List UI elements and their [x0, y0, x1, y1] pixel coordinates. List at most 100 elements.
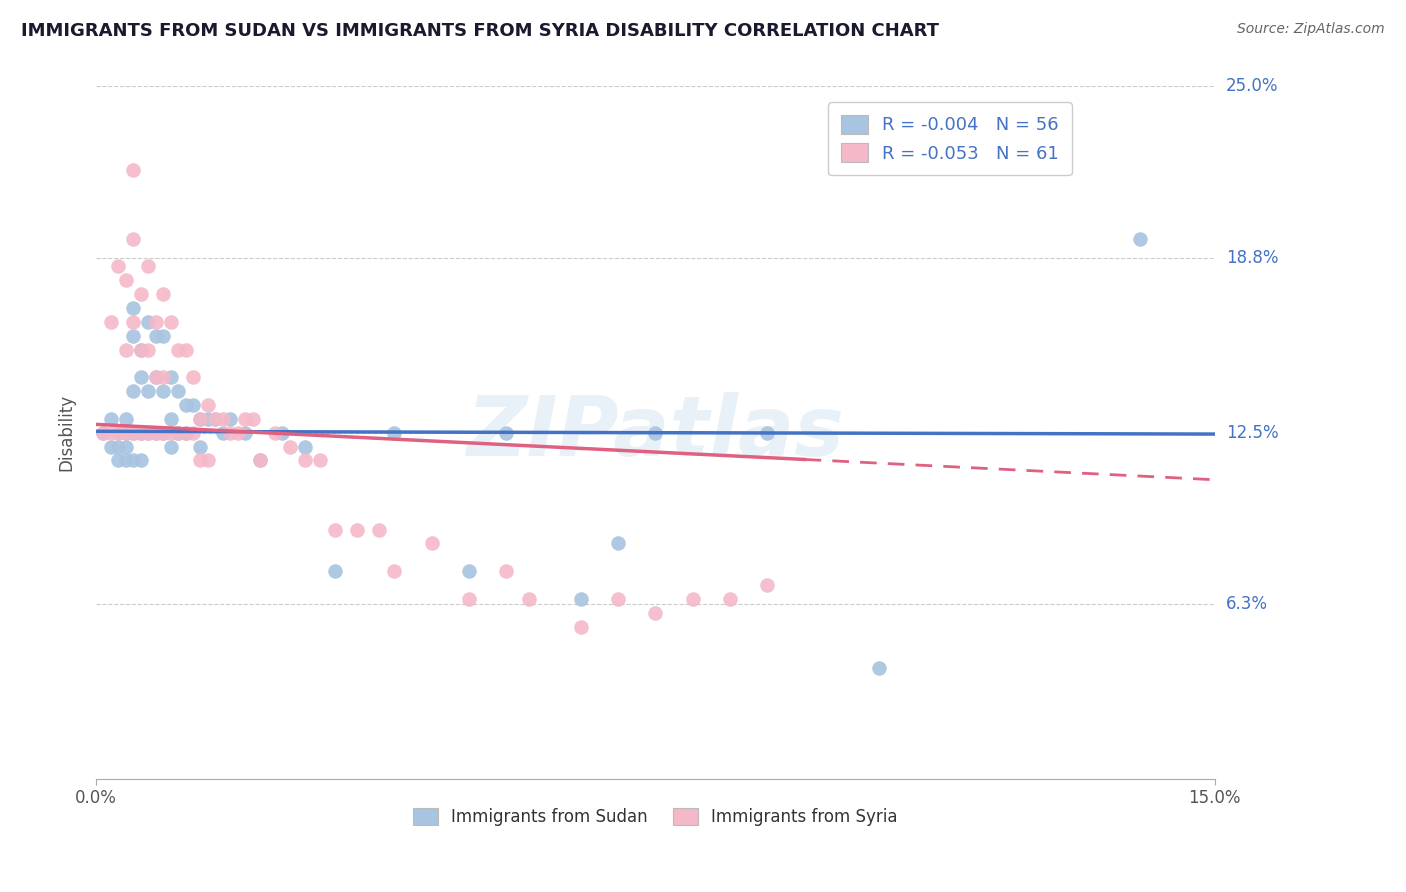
Point — [190, 440, 212, 454]
Point — [100, 440, 122, 454]
Point — [129, 425, 152, 440]
Point — [271, 425, 294, 440]
Point — [122, 384, 145, 398]
Point — [517, 591, 540, 606]
Point — [167, 343, 190, 357]
Point — [458, 591, 481, 606]
Point — [382, 564, 405, 578]
Point — [1129, 232, 1152, 246]
Point — [136, 384, 159, 398]
Point — [181, 398, 204, 412]
Point — [226, 425, 249, 440]
Point — [115, 425, 138, 440]
Point — [190, 412, 212, 426]
Point — [122, 453, 145, 467]
Text: 6.3%: 6.3% — [1226, 596, 1268, 614]
Point — [145, 328, 167, 343]
Point — [136, 260, 159, 274]
Point — [294, 440, 316, 454]
Point — [107, 453, 129, 467]
Point — [122, 232, 145, 246]
Point — [152, 425, 174, 440]
Point — [145, 315, 167, 329]
Text: IMMIGRANTS FROM SUDAN VS IMMIGRANTS FROM SYRIA DISABILITY CORRELATION CHART: IMMIGRANTS FROM SUDAN VS IMMIGRANTS FROM… — [21, 22, 939, 40]
Point — [107, 425, 129, 440]
Point — [181, 425, 204, 440]
Point — [219, 425, 242, 440]
Point — [569, 591, 592, 606]
Point — [167, 384, 190, 398]
Point — [607, 591, 630, 606]
Point — [152, 425, 174, 440]
Point — [756, 578, 779, 592]
Point — [197, 412, 219, 426]
Point — [167, 425, 190, 440]
Point — [174, 425, 197, 440]
Point — [644, 425, 666, 440]
Point — [868, 661, 890, 675]
Point — [159, 412, 181, 426]
Point — [115, 273, 138, 287]
Point — [174, 398, 197, 412]
Point — [122, 328, 145, 343]
Point — [323, 523, 346, 537]
Point — [233, 425, 256, 440]
Point — [145, 425, 167, 440]
Point — [159, 315, 181, 329]
Text: 25.0%: 25.0% — [1226, 78, 1278, 95]
Text: 12.5%: 12.5% — [1226, 424, 1278, 442]
Point — [152, 328, 174, 343]
Point — [495, 425, 517, 440]
Point — [129, 343, 152, 357]
Text: Source: ZipAtlas.com: Source: ZipAtlas.com — [1237, 22, 1385, 37]
Point — [382, 425, 405, 440]
Point — [644, 606, 666, 620]
Point — [129, 453, 152, 467]
Point — [174, 425, 197, 440]
Point — [122, 425, 145, 440]
Point — [718, 591, 741, 606]
Point — [219, 412, 242, 426]
Point — [159, 440, 181, 454]
Point — [129, 370, 152, 384]
Point — [211, 425, 233, 440]
Point — [167, 425, 190, 440]
Point — [264, 425, 287, 440]
Y-axis label: Disability: Disability — [58, 394, 75, 471]
Point — [122, 301, 145, 315]
Point — [136, 425, 159, 440]
Point — [129, 287, 152, 301]
Point — [152, 287, 174, 301]
Point — [93, 425, 115, 440]
Point — [136, 425, 159, 440]
Point — [145, 370, 167, 384]
Point — [323, 564, 346, 578]
Point — [129, 343, 152, 357]
Point — [607, 536, 630, 550]
Point — [682, 591, 704, 606]
Point — [368, 523, 391, 537]
Text: ZIPatlas: ZIPatlas — [467, 392, 845, 473]
Point — [122, 425, 145, 440]
Point — [242, 412, 264, 426]
Point — [93, 425, 115, 440]
Point — [458, 564, 481, 578]
Point — [181, 370, 204, 384]
Point — [495, 564, 517, 578]
Point — [100, 425, 122, 440]
Point — [159, 425, 181, 440]
Point — [211, 412, 233, 426]
Point — [294, 453, 316, 467]
Point — [122, 315, 145, 329]
Point — [204, 412, 226, 426]
Point — [115, 453, 138, 467]
Point — [308, 453, 330, 467]
Point — [107, 440, 129, 454]
Legend: Immigrants from Sudan, Immigrants from Syria: Immigrants from Sudan, Immigrants from S… — [406, 801, 904, 833]
Point — [115, 343, 138, 357]
Point — [249, 453, 271, 467]
Point — [756, 425, 779, 440]
Point — [190, 453, 212, 467]
Point — [129, 425, 152, 440]
Point — [249, 453, 271, 467]
